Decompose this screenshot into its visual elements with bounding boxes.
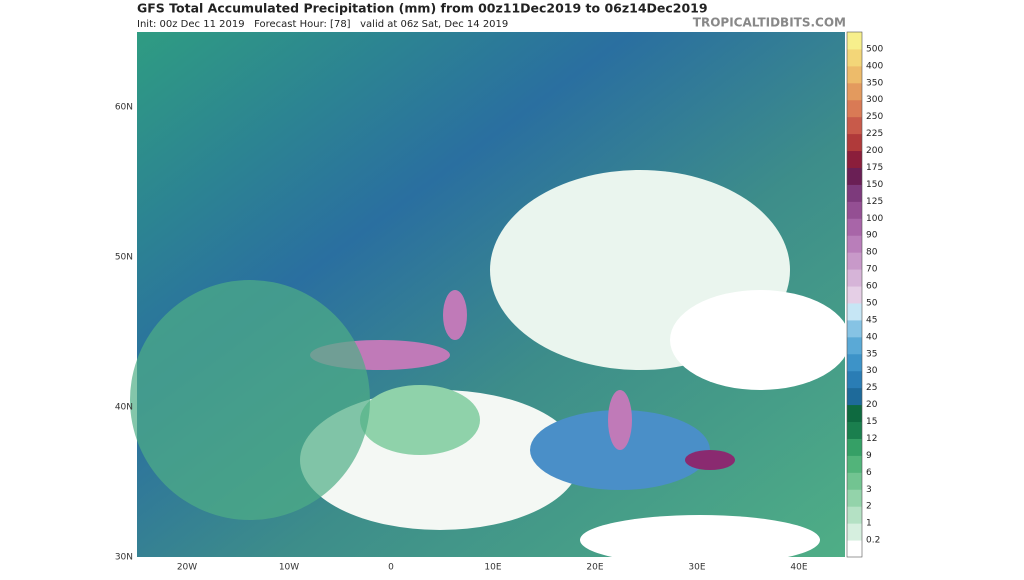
colorbar-label: 1 bbox=[866, 519, 872, 529]
site-name: TROPICALTIDBITS.COM bbox=[693, 16, 846, 30]
colorbar-swatch bbox=[847, 370, 862, 389]
lon-labels: 20W 10W 0 10E 20E 30E 40E bbox=[177, 563, 808, 573]
colorbar-label: 90 bbox=[866, 231, 878, 241]
colorbar-swatch bbox=[847, 218, 862, 236]
colorbar: 0.21236912152025303540455060708090100125… bbox=[846, 31, 883, 558]
colorbar-label: 45 bbox=[866, 315, 877, 325]
map-field bbox=[130, 32, 850, 565]
colorbar-swatch bbox=[847, 387, 862, 406]
colorbar-swatch bbox=[847, 421, 862, 439]
lon-label: 30E bbox=[688, 563, 705, 573]
colorbar-label: 60 bbox=[866, 282, 878, 292]
colorbar-label: 3 bbox=[866, 485, 872, 495]
colorbar-swatch bbox=[847, 184, 862, 202]
colorbar-label: 20 bbox=[866, 400, 878, 410]
colorbar-swatch bbox=[847, 506, 862, 524]
colorbar-label: 400 bbox=[866, 61, 883, 71]
colorbar-swatch bbox=[847, 235, 862, 253]
lat-label: 30N bbox=[115, 553, 133, 563]
colorbar-swatch bbox=[847, 48, 862, 67]
colorbar-swatch bbox=[847, 319, 862, 338]
colorbar-swatch bbox=[847, 353, 862, 372]
colorbar-swatch bbox=[847, 489, 862, 507]
colorbar-swatch bbox=[847, 82, 862, 101]
lat-label: 60N bbox=[115, 103, 133, 113]
colorbar-label: 12 bbox=[866, 434, 877, 444]
colorbar-label: 225 bbox=[866, 129, 883, 139]
colorbar-swatch bbox=[847, 302, 862, 321]
colorbar-swatch bbox=[847, 269, 862, 287]
colorbar-swatch bbox=[847, 540, 862, 558]
colorbar-label: 9 bbox=[866, 451, 872, 461]
colorbar-label: 6 bbox=[866, 468, 872, 478]
lon-label: 10W bbox=[279, 563, 299, 573]
colorbar-frame bbox=[846, 31, 863, 558]
colorbar-label: 30 bbox=[866, 366, 878, 376]
colorbar-swatch bbox=[847, 286, 862, 304]
colorbar-swatch bbox=[847, 167, 862, 185]
colorbar-label: 175 bbox=[866, 163, 883, 173]
colorbar-label: 35 bbox=[866, 349, 877, 359]
colorbar-label: 350 bbox=[866, 78, 883, 88]
colorbar-label: 40 bbox=[866, 332, 878, 342]
colorbar-label: 200 bbox=[866, 146, 883, 156]
lon-label: 10E bbox=[484, 563, 501, 573]
colorbar-label: 150 bbox=[866, 180, 883, 190]
colorbar-swatch bbox=[847, 99, 862, 118]
colorbar-label: 80 bbox=[866, 248, 878, 258]
colorbar-label: 0.2 bbox=[866, 536, 880, 546]
colorbar-swatch bbox=[847, 150, 862, 168]
colorbar-swatch bbox=[847, 438, 862, 456]
lat-label: 50N bbox=[115, 253, 133, 263]
colorbar-swatch bbox=[847, 472, 862, 490]
colorbar-swatch bbox=[847, 201, 862, 219]
colorbar-swatch bbox=[847, 252, 862, 270]
colorbar-label: 50 bbox=[866, 298, 878, 308]
colorbar-swatch bbox=[847, 523, 862, 541]
colorbar-swatch bbox=[847, 404, 862, 423]
lon-label: 20W bbox=[177, 563, 197, 573]
colorbar-label: 125 bbox=[866, 197, 883, 207]
lat-labels: 60N 50N 40N 30N bbox=[115, 103, 133, 563]
colorbar-swatch bbox=[847, 455, 862, 473]
lon-label: 0 bbox=[388, 563, 394, 573]
colorbar-label: 100 bbox=[866, 214, 883, 224]
colorbar-label: 500 bbox=[866, 44, 883, 54]
colorbar-label: 25 bbox=[866, 383, 877, 393]
colorbar-swatch bbox=[847, 32, 862, 50]
map-subtitle: Init: 00z Dec 11 2019 Forecast Hour: [78… bbox=[137, 19, 508, 30]
colorbar-swatch bbox=[847, 116, 862, 135]
colorbar-swatch bbox=[847, 336, 862, 355]
colorbar-label: 300 bbox=[866, 95, 883, 105]
colorbar-label: 250 bbox=[866, 112, 883, 122]
lon-label: 40E bbox=[790, 563, 807, 573]
colorbar-swatch bbox=[847, 65, 862, 84]
colorbar-label: 2 bbox=[866, 502, 872, 512]
colorbar-label: 15 bbox=[866, 417, 877, 427]
lat-label: 40N bbox=[115, 403, 133, 413]
colorbar-swatch bbox=[847, 133, 862, 152]
map-title: GFS Total Accumulated Precipitation (mm)… bbox=[137, 1, 708, 16]
lon-label: 20E bbox=[586, 563, 603, 573]
colorbar-label: 70 bbox=[866, 265, 878, 275]
